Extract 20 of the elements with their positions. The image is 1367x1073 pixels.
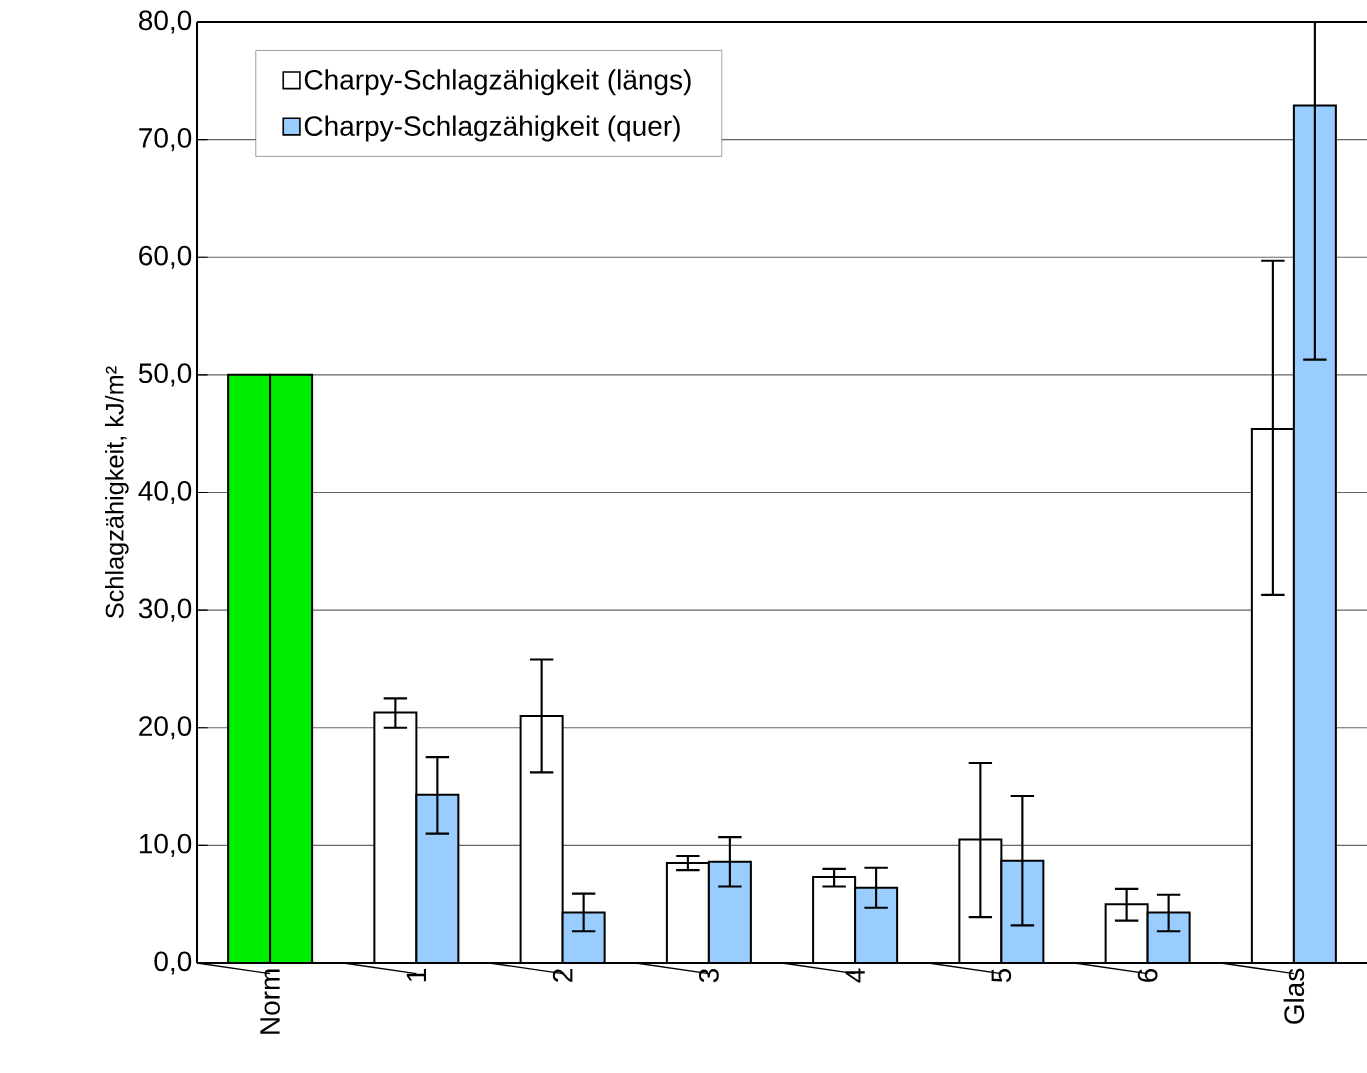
x-tick-label: Glas [1283,968,1305,1024]
x-tick-label: 6 [1137,968,1158,982]
y-tick-label: 70,0 [139,128,192,152]
x-tick-label: 3 [698,968,719,983]
y-tick-label: 80,0 [139,10,192,34]
x-tick-label: 4 [845,968,865,983]
y-tick-label: 0,0 [154,951,192,975]
x-tick-label: 5 [991,968,1012,983]
y-axis-title: Schlagzähigkeit, kJ/m² [105,366,129,619]
y-tick-label: 50,0 [138,363,192,387]
y-tick-label: 30,0 [138,598,192,622]
x-tick-label: 1 [406,969,427,982]
y-tick-label: 10,0 [139,833,192,857]
legend-label: Charpy-Schlagzähigkeit (quer) [304,115,680,142]
x-tick-label: Norm [260,969,280,1034]
x-tick-label: 2 [552,969,573,982]
legend-label: Charpy-Schlagzähigkeit (längs) [304,69,691,96]
y-tick-label: 20,0 [139,716,192,740]
y-tick-label: 40,0 [138,480,192,505]
y-tick-label: 60,0 [139,245,192,269]
